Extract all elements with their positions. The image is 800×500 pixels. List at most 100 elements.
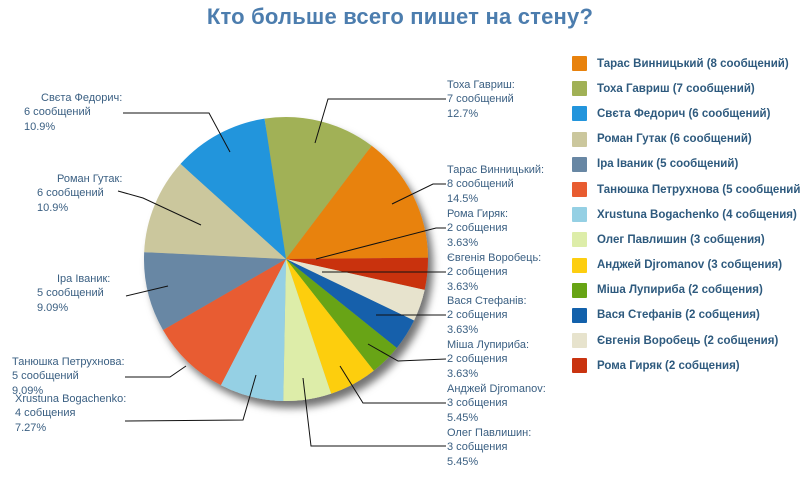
slice-label-name: Міша Лупириба: — [447, 339, 530, 351]
slice-label-value: 6 сообщений — [24, 106, 91, 119]
slice-label-name: Олег Павлишин: — [447, 427, 532, 439]
legend-item[interactable]: Олег Павлишин (3 собщения) — [572, 227, 797, 252]
slice-label-value: 8 сообщений — [447, 178, 514, 191]
slice-label-name: Іра Іваник: — [57, 273, 111, 285]
leader-line — [124, 374, 257, 422]
slice-label-percent: 9.09% — [12, 384, 44, 397]
legend-label: Вася Стефанів (2 собщения) — [597, 309, 760, 322]
pie-slice[interactable] — [286, 259, 425, 321]
leader-line — [339, 365, 446, 404]
legend-swatch — [572, 156, 587, 172]
slice-label-value: 2 собщения — [447, 222, 508, 235]
slice-label-value: 4 собщения — [15, 407, 76, 420]
slice-label-name: Роман Гутак: — [57, 173, 123, 185]
legend-swatch — [572, 56, 587, 72]
leader-line — [302, 377, 446, 447]
slice-label-value: 2 собщения — [447, 266, 508, 279]
legend-swatch — [572, 81, 587, 97]
legend-item[interactable]: Тарас Винницький (8 сообщений) — [572, 51, 797, 76]
pie-slice[interactable] — [286, 145, 428, 259]
slice-label-value: 5 сообщений — [12, 370, 79, 383]
legend-item[interactable]: Євгенія Воробець (2 собщения) — [572, 328, 797, 353]
legend-label: Іра Іваник (5 сообщений) — [597, 158, 739, 171]
pie-slice[interactable] — [286, 259, 374, 394]
slice-label: Роман Гутак: 6 сообщений 10.9% — [37, 172, 122, 215]
legend-swatch — [572, 282, 587, 298]
pie-slice[interactable] — [286, 259, 397, 371]
legend-item[interactable]: Xrustuna Bogachenko (4 собщения) — [572, 202, 797, 227]
leader-line — [314, 98, 446, 144]
legend-swatch — [572, 182, 587, 198]
legend-swatch — [572, 106, 587, 122]
legend-swatch — [572, 358, 587, 374]
slice-label: Олег Павлишин: 3 собщения 5.45% — [447, 426, 531, 469]
legend-swatch — [572, 207, 587, 223]
legend-label: Роман Гутак (6 сообщений) — [597, 133, 752, 146]
legend-label: Олег Павлишин (3 собщения) — [597, 233, 765, 246]
leader-line — [117, 190, 202, 226]
pie-slice[interactable] — [144, 163, 286, 259]
legend-item[interactable]: Танюшка Петрухнова (5 сообщений) — [572, 177, 800, 202]
slice-label-percent: 3.63% — [447, 323, 479, 336]
legend-label: Танюшка Петрухнова (5 сообщений) — [597, 183, 800, 196]
leader-line — [315, 227, 446, 260]
slice-label-percent: 14.5% — [447, 192, 479, 205]
legend-label: Анджей Djromanov (3 собщения) — [597, 259, 783, 272]
slice-label-percent: 3.63% — [447, 280, 479, 293]
slice-label-value: 7 сообщений — [447, 93, 514, 106]
leader-line — [391, 183, 446, 205]
legend-item[interactable]: Рома Гиряк (2 собщения) — [572, 353, 797, 378]
slice-label: Танюшка Петрухнова: 5 сообщений 9.09% — [12, 355, 125, 398]
legend-label: Міша Лупириба (2 собщения) — [597, 284, 763, 297]
slice-label-percent: 12.7% — [447, 107, 479, 120]
slice-label-percent: 9.09% — [37, 301, 69, 314]
legend-label: Рома Гиряк (2 собщения) — [597, 359, 740, 372]
pie-slice[interactable] — [286, 259, 414, 348]
slice-label-name: Євгенія Воробець: — [447, 252, 542, 264]
legend-item[interactable]: Іра Іваник (5 сообщений) — [572, 152, 797, 177]
slice-label-percent: 5.45% — [447, 411, 479, 424]
legend-item[interactable]: Роман Гутак (6 сообщений) — [572, 127, 797, 152]
slice-label-value: 5 сообщений — [37, 287, 104, 300]
slice-label-value: 2 собщения — [447, 309, 508, 322]
legend-item[interactable]: Свєта Федорич (6 сообщений) — [572, 101, 797, 126]
slice-label: Міша Лупириба: 2 собщения 3.63% — [447, 338, 529, 381]
slice-label: Вася Стефанів: 2 собщения 3.63% — [447, 294, 527, 337]
pie-slice[interactable] — [264, 116, 372, 259]
pie-slice[interactable] — [143, 252, 286, 330]
slice-label-name: Рома Гиряк: — [447, 208, 509, 220]
slice-label-percent: 7.27% — [15, 421, 47, 434]
leader-line — [125, 285, 169, 297]
slice-label: Тарас Винницький: 8 сообщений 14.5% — [447, 163, 544, 206]
slice-label-value: 6 сообщений — [37, 187, 104, 200]
slice-label-value: 2 собщения — [447, 353, 508, 366]
legend-item[interactable]: Міша Лупириба (2 собщения) — [572, 278, 797, 303]
slice-label: Тоха Гавриш: 7 сообщений 12.7% — [447, 78, 515, 121]
slice-label-percent: 10.9% — [37, 201, 69, 214]
legend-label: Тоха Гавриш (7 сообщений) — [597, 82, 755, 95]
slice-label-name: Xrustuna Bogachenko: — [15, 393, 127, 405]
slice-label-name: Танюшка Петрухнова: — [12, 356, 125, 368]
legend-item[interactable]: Анджей Djromanov (3 собщения) — [572, 253, 797, 278]
leader-line — [125, 365, 187, 378]
slice-label: Рома Гиряк: 2 собщения 3.63% — [447, 207, 508, 250]
slice-label: Євгенія Воробець: 2 собщения 3.63% — [447, 251, 541, 294]
pie-slice[interactable] — [180, 118, 286, 259]
slice-label-percent: 3.63% — [447, 367, 479, 380]
pie-slice[interactable] — [286, 257, 428, 290]
slice-label-value: 3 собщения — [447, 397, 508, 410]
pie-slice[interactable] — [283, 259, 332, 401]
pie-slice[interactable] — [220, 259, 286, 401]
slice-label-percent: 3.63% — [447, 236, 479, 249]
legend-swatch — [572, 333, 587, 349]
slice-label: Анджей Djromanov: 3 собщения 5.45% — [447, 382, 546, 425]
legend-item[interactable]: Вася Стефанів (2 собщения) — [572, 303, 797, 328]
slice-label-name: Тарас Винницький: — [447, 164, 545, 176]
legend-swatch — [572, 232, 587, 248]
leader-line — [367, 343, 447, 362]
legend-item[interactable]: Тоха Гавриш (7 сообщений) — [572, 76, 797, 101]
pie-slice[interactable] — [162, 259, 286, 386]
slice-label-name: Тоха Гавриш: — [447, 79, 515, 91]
